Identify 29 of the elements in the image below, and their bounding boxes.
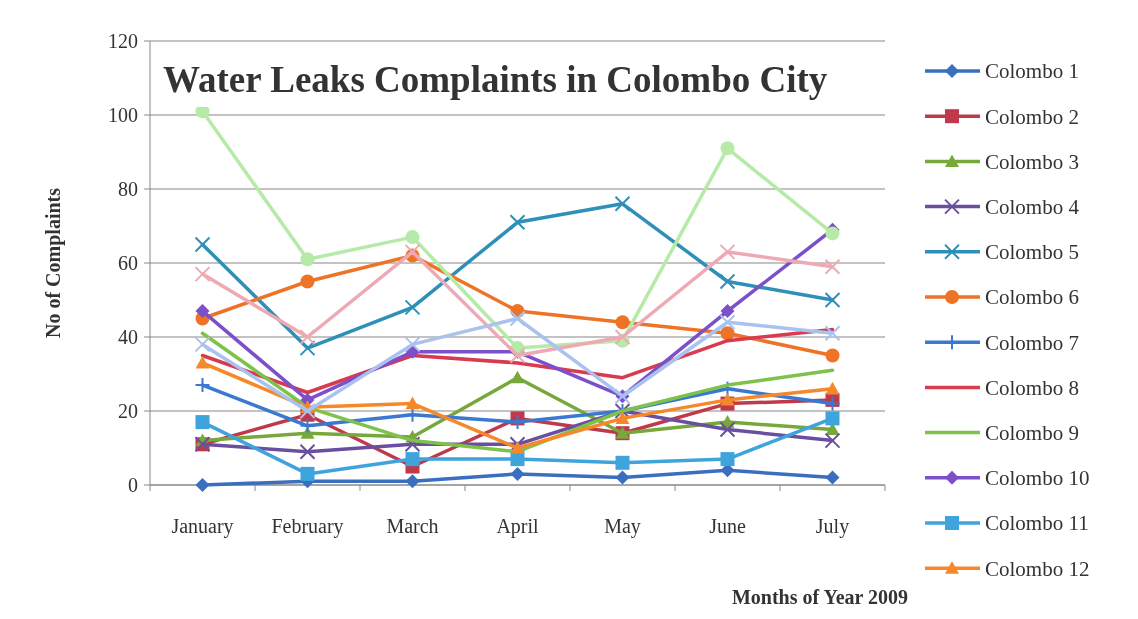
x-tick-label: April — [496, 515, 540, 538]
x-axis-title: Months of Year 2009 — [731, 586, 909, 608]
x-tick-label: July — [815, 515, 850, 538]
x-tick-label: June — [709, 515, 746, 537]
legend-label: Colombo 1 — [985, 59, 1079, 84]
legend-label: Colombo 5 — [985, 240, 1079, 265]
legend-label: Colombo 8 — [985, 375, 1079, 400]
y-tick-label: 60 — [118, 252, 138, 274]
y-tick-label: 120 — [108, 30, 138, 52]
y-tick-label: 40 — [118, 326, 138, 348]
y-tick-label: 100 — [108, 104, 138, 126]
legend-label: Colombo 3 — [985, 149, 1079, 174]
legend-label: Colombo 6 — [985, 285, 1079, 310]
y-axis-title: No of Complaints — [42, 187, 65, 339]
legend-label: Colombo 10 — [985, 466, 1090, 491]
x-tick-label: February — [271, 515, 344, 538]
y-tick-label: 80 — [118, 178, 138, 200]
y-tick-label: 0 — [128, 474, 138, 496]
legend-label: Colombo 12 — [985, 556, 1090, 581]
text: Water Leaks Complaints in Colombo City — [163, 59, 828, 100]
x-tick-label: January — [171, 515, 234, 538]
legend-label: Colombo 4 — [985, 194, 1080, 219]
x-tick-label: March — [386, 515, 439, 537]
legend-label: Colombo 11 — [985, 511, 1089, 536]
y-tick-label: 20 — [118, 400, 138, 422]
legend-label: Colombo 9 — [985, 420, 1079, 445]
legend-label: Colombo 2 — [985, 104, 1079, 129]
x-tick-label: May — [604, 515, 641, 538]
legend-label: Colombo 7 — [985, 330, 1079, 355]
